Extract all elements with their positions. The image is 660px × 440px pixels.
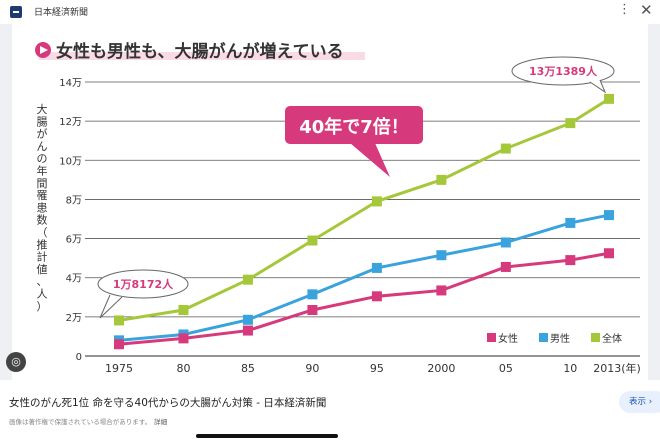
y-axis-label-char: 年 [37, 164, 48, 178]
show-button[interactable]: 表示 › [619, 391, 660, 413]
data-point [114, 315, 124, 326]
y-axis-label-char: 間 [37, 177, 48, 190]
data-point [371, 291, 382, 302]
data-point [371, 262, 382, 273]
y-axis-label-char: 値 [37, 263, 48, 276]
data-point [178, 333, 189, 344]
data-point [307, 289, 318, 300]
home-indicator [196, 434, 338, 438]
legend-swatch [487, 333, 496, 342]
data-point [500, 237, 511, 248]
x-tick-label: 90 [305, 362, 319, 375]
x-tick-label: 2000 [427, 362, 455, 375]
data-point [565, 255, 576, 266]
y-axis-label-char: が [37, 127, 48, 141]
callout-bubble-start [97, 269, 189, 299]
line-chart: 女性も男性も、大腸がんが増えている 0 2万 4万 6万 8万 10万 12万 14万大腸がんの… [35, 41, 641, 375]
x-tick-label: 80 [176, 362, 190, 375]
y-tick-label: 14万 [59, 78, 82, 89]
y-axis-label-char: 罹 [37, 189, 48, 202]
lens-search-icon[interactable]: ◎ [6, 352, 26, 372]
data-point [436, 285, 447, 296]
y-axis-label-char: 人 [37, 288, 48, 301]
play-triangle-icon [40, 46, 48, 54]
copyright-text: 画像は著作権で保護されている場合があります。 [9, 418, 152, 426]
y-axis-label-char: の [37, 152, 48, 165]
legend-label: 男性 [550, 332, 570, 345]
data-point [604, 93, 614, 104]
legend-swatch [539, 333, 548, 342]
y-axis-label-char: （ [37, 226, 48, 239]
x-tick-label: 95 [370, 362, 384, 375]
close-icon[interactable]: ✕ [640, 1, 653, 19]
y-axis-label-char: 腸 [37, 115, 48, 128]
callout-start-value: 1万8172人 [113, 277, 174, 291]
callout-bubble-end [511, 56, 615, 86]
legend-swatch [591, 333, 600, 342]
data-point [500, 261, 511, 272]
chart-image[interactable]: 女性も男性も、大腸がんが増えている 0 2万 4万 6万 8万 10万 12万 14万大腸がんの… [12, 24, 648, 380]
y-tick-label: 12万 [59, 117, 82, 128]
data-point [242, 314, 253, 325]
data-point [604, 248, 614, 259]
x-tick-label: 1975 [105, 362, 133, 375]
y-tick-label: 10万 [59, 156, 82, 167]
x-tick-label: 85 [241, 362, 255, 375]
callout-end-value: 13万1389人 [529, 64, 598, 78]
y-axis-label-char: 、 [37, 275, 48, 288]
callout-box-ratio [285, 106, 423, 144]
legend-label: 女性 [498, 332, 518, 345]
title-underline [39, 52, 365, 60]
y-axis-label-char: ） [37, 300, 48, 313]
y-tick-label: 0 [76, 352, 82, 363]
details-link[interactable]: 詳細 [154, 418, 168, 426]
data-point [242, 274, 253, 285]
data-point [565, 217, 576, 228]
data-point [242, 325, 253, 336]
x-tick-label: 05 [499, 362, 513, 375]
source-favicon-icon [10, 6, 22, 18]
x-tick-label: 10 [563, 362, 577, 375]
y-axis-label-char: 大 [37, 102, 48, 116]
viewer-header: 日本経済新聞 ⋮ ✕ [0, 0, 660, 24]
data-point [307, 305, 318, 316]
copyright-note: 画像は著作権で保護されている場合があります。 詳細 [9, 416, 167, 426]
chart-title: 女性も男性も、大腸がんが増えている [56, 41, 344, 62]
y-axis-label-char: 数 [37, 214, 48, 227]
data-point [604, 210, 614, 221]
data-point [500, 143, 511, 154]
y-axis-label-char: ん [37, 140, 48, 153]
data-point [436, 250, 447, 261]
x-tick-label: 2013(年) [593, 361, 641, 375]
y-axis-label-char: 患 [37, 201, 48, 214]
data-point [436, 174, 447, 185]
data-point [371, 196, 382, 207]
data-point [114, 339, 124, 350]
data-point [565, 118, 576, 129]
legend-label: 全体 [602, 332, 622, 345]
callout-ratio-text: 40年で7倍！ [299, 116, 409, 138]
source-name[interactable]: 日本経済新聞 [34, 8, 89, 18]
series-line-女性 [118, 251, 610, 346]
data-point [307, 235, 318, 246]
data-point [178, 305, 189, 316]
y-tick-label: 6万 [66, 235, 82, 246]
y-axis-label-char: 計 [37, 250, 48, 264]
y-axis-label-char: 推 [37, 237, 48, 251]
y-tick-label: 4万 [66, 274, 82, 285]
y-tick-label: 2万 [66, 313, 82, 324]
image-title-link[interactable]: 女性のがん死1位 命を守る40代からの大腸がん対策 - 日本経済新聞 [9, 397, 327, 409]
image-viewer: 女性も男性も、大腸がんが増えている 0 2万 4万 6万 8万 10万 12万 14万大腸がんの… [0, 24, 660, 380]
more-vert-icon[interactable]: ⋮ [618, 2, 631, 17]
y-tick-label: 8万 [66, 195, 82, 206]
